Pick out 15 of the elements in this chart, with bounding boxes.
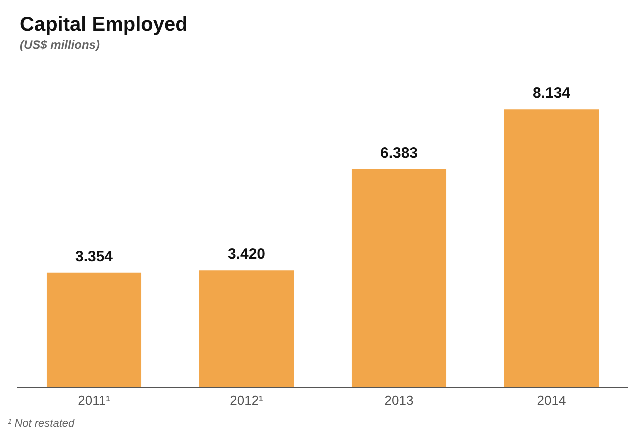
chart-subtitle: (US$ millions): [20, 38, 100, 52]
bar: [46, 272, 142, 388]
bar: [199, 270, 294, 388]
data-label: 3.354: [75, 248, 114, 266]
text: ¹ Not restated: [8, 418, 75, 430]
x-tick-label: 2012¹: [230, 392, 264, 408]
data-label: 3.420: [228, 246, 266, 264]
x-tick-label: 2014: [537, 392, 566, 408]
bar: [504, 110, 600, 388]
data-label: 6.383: [380, 145, 418, 162]
x-tick-label: 2011¹: [78, 392, 112, 408]
bar: [352, 169, 447, 388]
chart-title: Capital Employed: [20, 14, 188, 37]
data-label: 8.134: [532, 85, 572, 102]
x-tick-label: 2013: [384, 392, 414, 408]
